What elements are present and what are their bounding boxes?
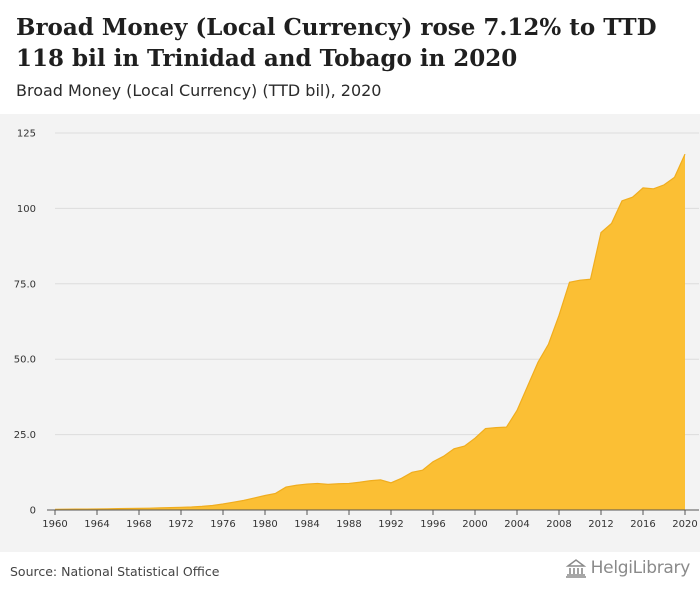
- x-tick-label: 1996: [420, 519, 445, 530]
- x-tick-label: 1988: [336, 519, 361, 530]
- y-tick-label: 75.0: [14, 279, 36, 290]
- logo-text: HelgiLibrary: [590, 558, 691, 578]
- x-tick-label: 2004: [504, 519, 529, 530]
- x-tick-label: 1976: [210, 519, 235, 530]
- y-tick-label: 50.0: [14, 355, 36, 366]
- x-tick-label: 2016: [630, 519, 655, 530]
- chart-footer: Source: National Statistical Office Helg…: [0, 552, 700, 596]
- chart-title: Broad Money (Local Currency) rose 7.12% …: [16, 14, 657, 72]
- source-note: Source: National Statistical Office: [10, 564, 220, 579]
- x-tick-label: 2008: [546, 519, 571, 530]
- y-axis-labels: 0 25.0 50.0 75.0 100 125: [14, 129, 36, 517]
- x-tick-label: 1984: [294, 519, 319, 530]
- x-tick-label: 2020: [672, 519, 697, 530]
- y-tick-label: 100: [17, 204, 36, 215]
- y-tick-label: 0: [30, 506, 36, 517]
- area-series: [54, 153, 686, 511]
- chart-header: Broad Money (Local Currency) rose 7.12% …: [0, 0, 700, 114]
- area-fill: [55, 154, 685, 511]
- x-tick-label: 1972: [168, 519, 193, 530]
- x-tick-label: 1992: [378, 519, 403, 530]
- x-tick-label: 2000: [462, 519, 487, 530]
- x-tick-label: 1968: [126, 519, 151, 530]
- y-tick-label: 125: [17, 129, 36, 140]
- y-tick-label: 25.0: [14, 430, 36, 441]
- x-axis: 1960 1964 1968 1972 1976 1980 1984 1988 1992 1996…: [42, 509, 699, 530]
- x-tick-label: 1960: [42, 519, 67, 530]
- x-tick-label: 1980: [252, 519, 277, 530]
- x-tick-label: 1964: [84, 519, 109, 530]
- area-line: [54, 153, 686, 510]
- x-tick-label: 2012: [588, 519, 613, 530]
- chart-subtitle: Broad Money (Local Currency) (TTD bil), …: [16, 81, 382, 100]
- helgi-library-logo: HelgiLibrary: [565, 558, 690, 578]
- library-building-icon: [565, 559, 586, 578]
